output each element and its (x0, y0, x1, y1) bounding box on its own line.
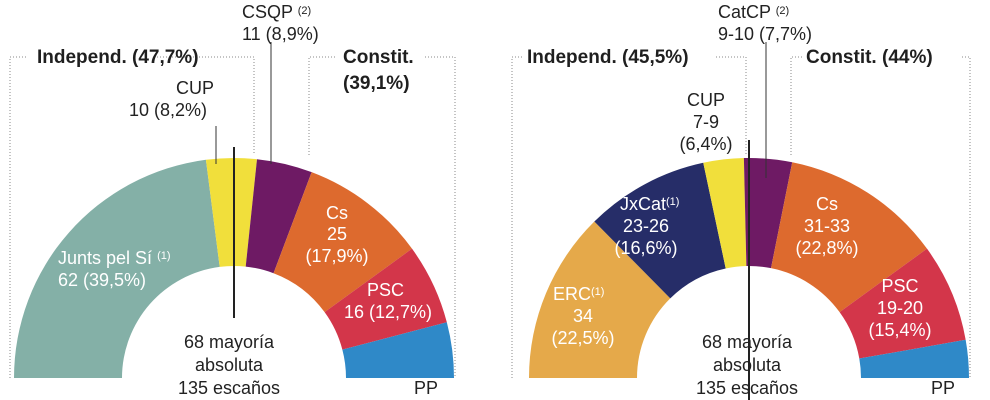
independ-group-label: Independ. (45,5%) (527, 47, 689, 68)
pp-label: PP (414, 378, 438, 398)
cup-detail-2: (6,4%) (679, 134, 732, 154)
seat-arcs-2017 (529, 158, 969, 378)
majority-label-2: absoluta (713, 355, 782, 375)
cup-detail: 7-9 (693, 112, 719, 132)
seat-arcs-2015 (14, 158, 454, 378)
cs-detail: 31-33 (804, 216, 850, 236)
seat-arc-junts-pel-s- (14, 159, 220, 378)
cs-label: Cs (326, 203, 348, 223)
catcp-name: CatCP (718, 2, 771, 22)
chart-2017: Independ. (45,5%) Constit. (44%) CUP 7-9… (511, 2, 971, 400)
seat-arc-psc (839, 248, 966, 359)
independ-bracket (511, 56, 747, 378)
csqp-label: CSQP (2) (242, 2, 311, 22)
jxcat-detail-2: (16,6%) (614, 238, 677, 258)
chart-2015: Independ. (47,7%) Constit. (39,1%) CUP 1… (9, 2, 456, 398)
erc-detail: 34 (573, 306, 593, 326)
cs-detail-2: (22,8%) (795, 238, 858, 258)
seat-arc-csqp (245, 159, 312, 274)
psc-detail-2: (15,4%) (868, 320, 931, 340)
seat-arc-psc (324, 248, 447, 350)
seat-arc-jxcat (594, 162, 726, 299)
total-seats-label: 135 escaños (696, 378, 798, 398)
seat-arc-pp (859, 339, 969, 378)
total-seats-label: 135 escaños (178, 378, 280, 398)
erc-label: ERC(1) (553, 284, 604, 304)
cup-detail: 10 (8,2%) (129, 100, 207, 120)
seat-arc-cup (703, 158, 747, 269)
cup-label: CUP (176, 78, 214, 98)
cs-detail: 25 (327, 224, 347, 244)
catcp-detail: 9-10 (7,7%) (718, 24, 812, 44)
junts-label: Junts pel Sí (1) (58, 248, 171, 268)
csqp-name: CSQP (242, 2, 293, 22)
erc-detail-2: (22,5%) (551, 328, 614, 348)
cs-label: Cs (816, 194, 838, 214)
catcp-label: CatCP (2) (718, 2, 789, 22)
constit-bracket (308, 56, 456, 378)
csqp-note: (2) (298, 5, 311, 17)
independ-group-label: Independ. (47,7%) (37, 47, 199, 68)
majority-label: 68 mayoría (702, 332, 793, 352)
psc-label: PSC (881, 276, 918, 296)
jxcat-label: JxCat(1) (620, 194, 679, 214)
constit-group-label: Constit. (44%) (806, 47, 933, 68)
cup-label: CUP (687, 90, 725, 110)
jxcat-name: JxCat (620, 194, 666, 214)
cs-detail-2: (17,9%) (305, 246, 368, 266)
seat-arc-catcp (743, 158, 793, 269)
csqp-detail: 11 (8,9%) (242, 24, 319, 44)
constit-group-pct: (39,1%) (343, 73, 410, 94)
seat-arc-pp (342, 322, 454, 378)
junts-detail: 62 (39,5%) (58, 270, 146, 290)
seat-arc-cs (771, 162, 927, 313)
majority-label-2: absoluta (195, 355, 264, 375)
pp-label: PP (931, 378, 955, 398)
constit-bracket (790, 56, 971, 378)
independ-bracket (9, 56, 255, 378)
psc-detail: 16 (12,7%) (344, 302, 432, 322)
psc-label: PSC (367, 280, 404, 300)
catcp-note: (2) (776, 5, 789, 17)
junts-note: (1) (157, 250, 170, 262)
psc-detail: 19-20 (877, 298, 923, 318)
junts-name: Junts pel Sí (58, 248, 152, 268)
erc-note: (1) (591, 286, 604, 298)
jxcat-note: (1) (666, 196, 679, 208)
seat-arc-cs (273, 172, 412, 313)
constit-group-label: Constit. (343, 47, 414, 68)
seat-arc-erc (529, 221, 671, 378)
jxcat-detail: 23-26 (623, 216, 669, 236)
seat-arc-cup (205, 158, 257, 267)
erc-name: ERC (553, 284, 591, 304)
majority-label: 68 mayoría (184, 332, 275, 352)
